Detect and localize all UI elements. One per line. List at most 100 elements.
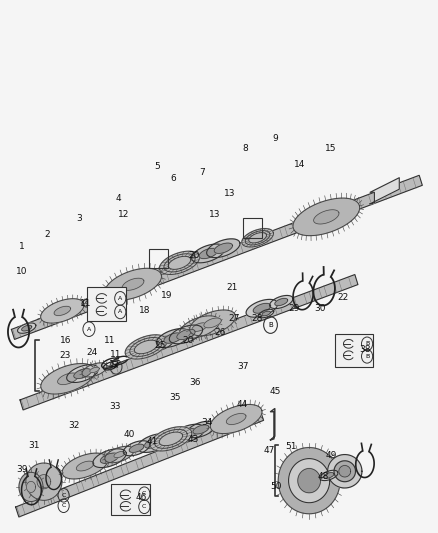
Polygon shape [125, 335, 167, 359]
Polygon shape [164, 333, 182, 343]
Polygon shape [41, 364, 95, 394]
Polygon shape [324, 473, 334, 478]
Text: 27: 27 [228, 314, 240, 323]
Polygon shape [242, 229, 273, 247]
Text: 3: 3 [77, 214, 82, 223]
Polygon shape [115, 289, 123, 294]
Text: 43: 43 [187, 435, 199, 445]
Text: 20: 20 [189, 251, 200, 260]
Text: 25: 25 [154, 342, 166, 350]
Polygon shape [26, 481, 35, 492]
Polygon shape [278, 448, 340, 514]
Text: 44: 44 [237, 400, 248, 409]
Polygon shape [86, 299, 95, 304]
Polygon shape [336, 462, 354, 480]
Text: 39: 39 [17, 465, 28, 474]
Polygon shape [150, 427, 192, 451]
Polygon shape [289, 458, 330, 503]
Polygon shape [177, 329, 195, 340]
Text: 2: 2 [45, 230, 50, 239]
Polygon shape [82, 363, 107, 377]
Bar [87, 287, 126, 321]
Polygon shape [82, 297, 99, 306]
Polygon shape [339, 465, 351, 477]
Polygon shape [21, 325, 32, 331]
Text: C: C [61, 503, 66, 508]
Text: 18: 18 [139, 306, 151, 316]
Text: 37: 37 [238, 362, 249, 372]
Polygon shape [155, 430, 187, 448]
Text: 1: 1 [19, 242, 25, 251]
Polygon shape [179, 429, 197, 439]
Text: B: B [365, 341, 369, 346]
Polygon shape [275, 298, 288, 305]
Polygon shape [259, 309, 274, 318]
Polygon shape [54, 306, 71, 316]
Polygon shape [18, 323, 36, 333]
Text: 50: 50 [270, 482, 281, 491]
Polygon shape [112, 287, 127, 296]
Text: 7: 7 [199, 168, 205, 177]
Text: 15: 15 [325, 144, 336, 153]
Text: 34: 34 [201, 418, 213, 426]
Text: A: A [87, 327, 91, 332]
Text: 17: 17 [110, 360, 121, 369]
Polygon shape [62, 453, 108, 479]
Polygon shape [130, 337, 162, 357]
Text: 47: 47 [264, 446, 276, 455]
Polygon shape [11, 175, 422, 340]
Polygon shape [93, 449, 126, 467]
Text: 23: 23 [60, 351, 71, 360]
Polygon shape [269, 295, 293, 309]
Polygon shape [129, 444, 144, 453]
Text: 35: 35 [170, 393, 181, 401]
Text: 49: 49 [326, 451, 337, 460]
Text: 22: 22 [338, 293, 349, 302]
Polygon shape [145, 438, 163, 448]
Text: C: C [142, 504, 146, 509]
Polygon shape [76, 461, 94, 471]
Bar [111, 484, 150, 515]
Polygon shape [20, 274, 358, 410]
Polygon shape [169, 325, 203, 344]
Text: 41: 41 [147, 437, 158, 446]
Polygon shape [180, 316, 220, 338]
Polygon shape [298, 469, 321, 493]
Polygon shape [193, 425, 209, 434]
Text: C: C [61, 493, 66, 498]
Polygon shape [114, 451, 125, 458]
Polygon shape [37, 474, 51, 489]
Polygon shape [159, 432, 183, 446]
Polygon shape [90, 367, 99, 373]
Text: 8: 8 [242, 144, 247, 153]
Polygon shape [100, 453, 119, 463]
Text: 48: 48 [317, 472, 328, 481]
Text: 31: 31 [28, 441, 39, 450]
Polygon shape [297, 468, 321, 493]
Polygon shape [105, 446, 134, 463]
Polygon shape [320, 470, 338, 481]
Polygon shape [123, 441, 150, 456]
Polygon shape [134, 340, 158, 354]
Text: 33: 33 [109, 402, 120, 411]
Text: 30: 30 [314, 304, 325, 313]
Polygon shape [214, 243, 233, 253]
Polygon shape [226, 414, 246, 425]
Text: 11: 11 [104, 336, 115, 345]
Text: A: A [114, 364, 118, 369]
Text: 26: 26 [214, 328, 226, 337]
Polygon shape [171, 424, 205, 443]
Text: 38: 38 [359, 344, 371, 353]
Text: 9: 9 [273, 134, 279, 143]
Polygon shape [253, 303, 271, 313]
Polygon shape [210, 405, 262, 433]
Text: 14: 14 [294, 160, 305, 169]
Polygon shape [58, 373, 78, 385]
Text: 40: 40 [123, 430, 134, 439]
Text: B: B [365, 354, 369, 359]
Polygon shape [74, 369, 91, 378]
Polygon shape [105, 268, 162, 300]
Text: 6: 6 [170, 174, 176, 183]
Text: 4: 4 [115, 194, 121, 203]
Polygon shape [245, 231, 270, 245]
